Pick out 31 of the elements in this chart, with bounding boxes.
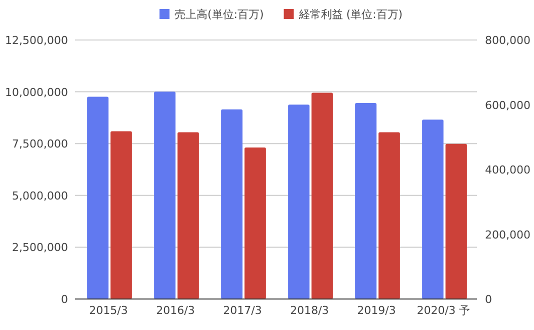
bar bbox=[110, 131, 132, 299]
bar bbox=[422, 120, 444, 299]
y2-tick-label: 400,000 bbox=[485, 164, 530, 176]
legend-label: 売上高(単位:百万) bbox=[174, 8, 264, 21]
y2-tick-label: 800,000 bbox=[485, 34, 530, 47]
bar bbox=[446, 144, 467, 299]
bar bbox=[221, 109, 242, 299]
x-tick-label: 2019/3 bbox=[357, 304, 396, 317]
x-tick-label: 2015/3 bbox=[89, 304, 128, 317]
y-tick-label: 12,500,000 bbox=[5, 34, 68, 47]
y2-tick-label: 0 bbox=[485, 293, 492, 306]
bar bbox=[178, 132, 199, 299]
x-tick-label: 2017/3 bbox=[223, 304, 262, 317]
y-tick-label: 0 bbox=[61, 293, 68, 306]
x-tick-label: 2020/3 予 bbox=[416, 304, 470, 317]
bar bbox=[154, 92, 176, 299]
legend-label: 経常利益 (単位:百万) bbox=[298, 8, 403, 21]
x-tick-label: 2018/3 bbox=[290, 304, 329, 317]
y2-tick-label: 200,000 bbox=[485, 228, 530, 242]
bar bbox=[355, 102, 376, 299]
y-tick-label: 10,000,000 bbox=[5, 86, 68, 99]
bar bbox=[288, 104, 310, 299]
bar bbox=[87, 96, 108, 299]
x-tick-label: 2016/3 bbox=[156, 304, 195, 317]
y2-tick-label: 600,000 bbox=[485, 98, 530, 112]
bar bbox=[312, 92, 333, 299]
y-tick-label: 5,000,000 bbox=[12, 189, 68, 202]
bar bbox=[378, 132, 400, 299]
y-tick-label: 2,500,000 bbox=[12, 241, 68, 254]
y-tick-label: 7,500,000 bbox=[12, 138, 68, 151]
bar bbox=[244, 147, 266, 299]
